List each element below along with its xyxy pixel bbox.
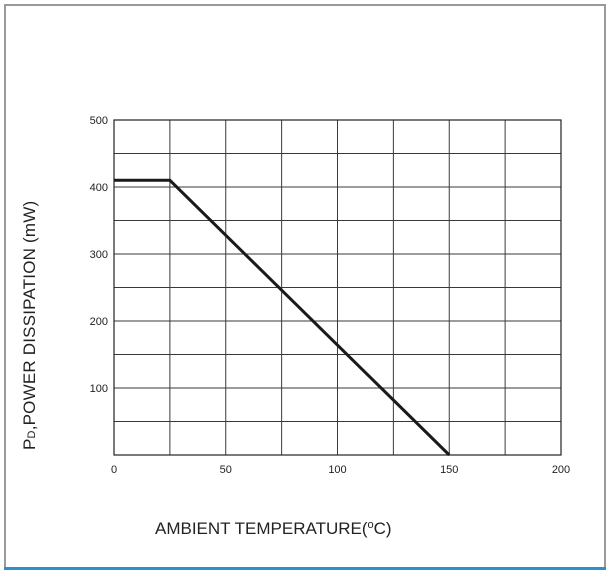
y-tick-label: 300 [90, 249, 108, 261]
x-tick-label: 50 [220, 464, 232, 476]
chart-grid [113, 119, 562, 456]
x-tick-label: 150 [440, 464, 458, 476]
figure-frame [4, 4, 606, 569]
x-tick-label: 200 [552, 464, 570, 476]
chart-series [114, 178, 451, 457]
y-tick-labels: 100 200 300 400 500 [90, 115, 108, 395]
y-axis-label-p: P [20, 438, 39, 450]
x-axis-label-prefix: AMBIENT TEMPERATURE( [155, 519, 368, 538]
x-tick-labels: 0 50 100 150 200 [111, 464, 570, 476]
y-tick-label: 100 [90, 383, 108, 395]
x-axis-label: AMBIENT TEMPERATURE(oC) [155, 519, 475, 539]
plot-area-border [113, 119, 562, 456]
y-tick-label: 200 [90, 316, 108, 328]
x-axis-label-suffix: C) [373, 519, 392, 538]
x-axis-label-degree: o [367, 519, 374, 531]
y-tick-label: 400 [90, 182, 108, 194]
y-axis-label: PD,POWER DISSIPATION (mW) [20, 201, 40, 450]
y-axis-label-rest: ,POWER DISSIPATION (mW) [20, 200, 39, 431]
y-axis-label-subscript: D [26, 430, 38, 439]
derating-curve [114, 178, 451, 457]
x-tick-label: 100 [328, 464, 346, 476]
x-tick-label: 0 [111, 464, 117, 476]
y-tick-label: 500 [90, 115, 108, 127]
figure-bottom-accent [4, 567, 606, 570]
